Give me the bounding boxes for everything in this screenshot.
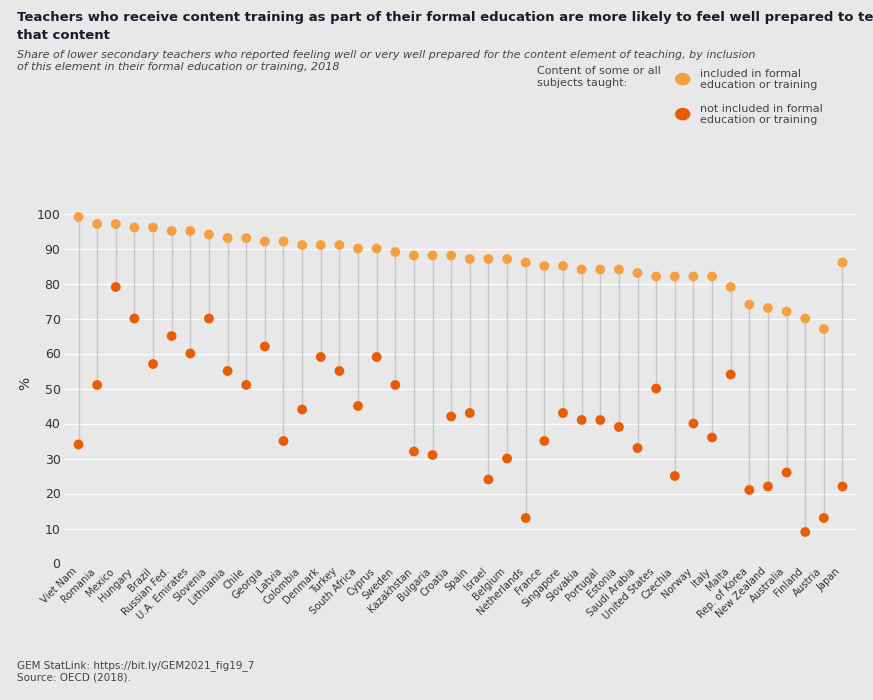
Point xyxy=(817,323,831,335)
Point xyxy=(500,253,514,265)
Point xyxy=(612,264,626,275)
Point xyxy=(594,264,608,275)
Point xyxy=(630,267,644,279)
Point xyxy=(686,271,700,282)
Point xyxy=(127,222,141,233)
Point xyxy=(705,432,719,443)
Point xyxy=(165,330,179,342)
Point xyxy=(444,250,458,261)
Point xyxy=(388,379,402,391)
Point xyxy=(295,404,309,415)
Point xyxy=(351,243,365,254)
Point xyxy=(351,400,365,412)
Point xyxy=(369,243,383,254)
Point xyxy=(668,271,682,282)
Y-axis label: %: % xyxy=(18,377,32,390)
Point xyxy=(72,439,86,450)
Point xyxy=(761,302,775,314)
Point xyxy=(519,512,533,524)
Point xyxy=(835,481,849,492)
Point xyxy=(369,351,383,363)
Point xyxy=(780,306,794,317)
Point xyxy=(239,379,253,391)
Point xyxy=(425,250,439,261)
Point xyxy=(146,358,160,370)
Point xyxy=(202,313,216,324)
Point xyxy=(798,313,812,324)
Point xyxy=(556,407,570,419)
Point xyxy=(574,264,588,275)
Point xyxy=(742,484,756,496)
Text: GEM StatLink: https://bit.ly/GEM2021_fig19_7
Source: OECD (2018).: GEM StatLink: https://bit.ly/GEM2021_fig… xyxy=(17,660,255,682)
Point xyxy=(407,250,421,261)
Text: Share of lower secondary teachers who reported feeling well or very well prepare: Share of lower secondary teachers who re… xyxy=(17,50,756,72)
Point xyxy=(333,239,347,251)
Point xyxy=(835,257,849,268)
Point xyxy=(574,414,588,426)
Point xyxy=(109,218,123,230)
Point xyxy=(594,414,608,426)
Point xyxy=(780,467,794,478)
Point xyxy=(295,239,309,251)
Point xyxy=(500,453,514,464)
Point xyxy=(146,222,160,233)
Point xyxy=(258,341,272,352)
Point xyxy=(183,348,197,359)
Text: not included in formal
education or training: not included in formal education or trai… xyxy=(700,104,823,125)
Point xyxy=(630,442,644,454)
Text: Teachers who receive content training as part of their formal education are more: Teachers who receive content training as… xyxy=(17,10,873,24)
Text: that content: that content xyxy=(17,29,110,43)
Point xyxy=(612,421,626,433)
Point xyxy=(221,232,235,244)
Point xyxy=(333,365,347,377)
Point xyxy=(277,236,291,247)
Point xyxy=(742,299,756,310)
Point xyxy=(444,411,458,422)
Point xyxy=(556,260,570,272)
Point xyxy=(482,253,496,265)
Point xyxy=(277,435,291,447)
Point xyxy=(724,281,738,293)
Point xyxy=(239,232,253,244)
Point xyxy=(650,271,663,282)
Point xyxy=(538,435,552,447)
Point xyxy=(724,369,738,380)
Point xyxy=(165,225,179,237)
Point xyxy=(127,313,141,324)
Point xyxy=(761,481,775,492)
Point xyxy=(388,246,402,258)
Point xyxy=(463,407,477,419)
Point xyxy=(668,470,682,482)
Point xyxy=(482,474,496,485)
Point xyxy=(463,253,477,265)
Point xyxy=(313,351,327,363)
Point xyxy=(798,526,812,538)
Point xyxy=(519,257,533,268)
Point xyxy=(705,271,719,282)
Point xyxy=(72,211,86,223)
Point xyxy=(202,229,216,240)
Point xyxy=(650,383,663,394)
Point xyxy=(686,418,700,429)
Point xyxy=(258,236,272,247)
Point xyxy=(313,239,327,251)
Point xyxy=(90,218,104,230)
Point xyxy=(817,512,831,524)
Text: Content of some or all
subjects taught:: Content of some or all subjects taught: xyxy=(537,66,661,88)
Point xyxy=(183,225,197,237)
Point xyxy=(538,260,552,272)
Text: included in formal
education or training: included in formal education or training xyxy=(700,69,817,90)
Point xyxy=(425,449,439,461)
Point xyxy=(221,365,235,377)
Point xyxy=(90,379,104,391)
Point xyxy=(109,281,123,293)
Point xyxy=(407,446,421,457)
